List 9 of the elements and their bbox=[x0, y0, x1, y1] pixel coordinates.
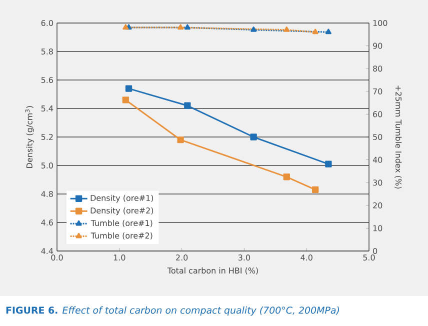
point bbox=[125, 85, 132, 92]
text: FIGURE 6. Effect of total carbon on compact quality (700°C, 200MPa) bbox=[6, 306, 339, 316]
point bbox=[177, 136, 184, 144]
point bbox=[325, 160, 332, 168]
point bbox=[283, 174, 290, 180]
point bbox=[250, 134, 257, 140]
point bbox=[122, 96, 129, 104]
point bbox=[312, 186, 319, 194]
point bbox=[184, 102, 191, 109]
